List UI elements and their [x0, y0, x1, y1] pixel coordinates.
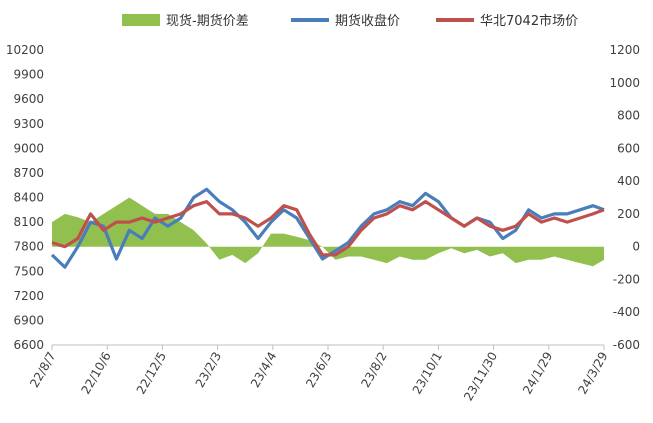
right-tick-label: -600: [613, 338, 640, 352]
x-tick-label: 24/3/29: [575, 350, 610, 397]
legend-label: 期货收盘价: [335, 13, 400, 29]
left-tick-label: 9900: [13, 68, 44, 82]
market-price-line: [51, 200, 605, 257]
legend-item: 现货-期货价差: [122, 13, 249, 29]
right-tick-label: 400: [617, 174, 640, 188]
left-tick-label: 6900: [13, 313, 44, 327]
right-tick-label: -400: [613, 305, 640, 319]
left-tick-label: 10200: [6, 43, 44, 57]
legend: 现货-期货价差 期货收盘价 华北7042市场价: [122, 13, 578, 29]
left-tick-label: 8700: [13, 166, 44, 180]
legend-swatch: [122, 14, 160, 26]
left-tick-label: 7500: [13, 264, 44, 278]
legend-label: 华北7042市场价: [480, 13, 578, 29]
x-tick-label: 23/6/3: [303, 350, 334, 390]
left-tick-label: 8100: [13, 215, 44, 229]
right-tick-label: 600: [617, 141, 640, 155]
spread-area-layer: [51, 197, 605, 267]
x-tick-label: 24/1/29: [520, 350, 555, 397]
x-axis: 22/8/7 22/10/6 22/12/5 23/2/3 23/4/4 23/6/3 23…: [27, 344, 611, 403]
left-tick-label: 7800: [13, 240, 44, 254]
left-axis-ticks: 10200 9900 9600 9300 9000 8700 8400 8100 7800 750…: [6, 43, 44, 352]
legend-label: 现货-期货价差: [166, 13, 249, 29]
right-tick-label: 1200: [609, 43, 640, 57]
left-tick-label: 9300: [13, 117, 44, 131]
left-tick-label: 8400: [13, 191, 44, 205]
left-tick-label: 9000: [13, 141, 44, 155]
left-tick-label: 9600: [13, 92, 44, 106]
legend-item: 华北7042市场价: [436, 13, 578, 29]
x-tick-label: 23/11/30: [461, 349, 500, 403]
legend-item: 期货收盘价: [291, 13, 400, 29]
right-tick-label: 1000: [609, 76, 640, 90]
left-tick-label: 6600: [13, 338, 44, 352]
x-tick-label: 22/12/5: [134, 350, 169, 397]
right-tick-label: 0: [632, 240, 640, 254]
x-tick-label: 23/2/3: [193, 350, 224, 390]
x-tick-label: 23/4/4: [248, 350, 279, 390]
x-tick-label: 22/10/6: [79, 350, 114, 397]
left-tick-label: 7200: [13, 289, 44, 303]
right-tick-label: 200: [617, 207, 640, 221]
x-tick-label: 23/10/1: [410, 350, 445, 397]
spread-area: [52, 197, 604, 267]
right-tick-label: -200: [613, 272, 640, 286]
right-tick-label: 800: [617, 109, 640, 123]
price-lines-layer: [50, 187, 605, 269]
x-tick-label: 23/8/2: [358, 350, 389, 390]
right-axis-ticks: 1200 1000 800 600 400 200 0 -200 -400 -600: [609, 43, 640, 352]
x-tick-label: 22/8/7: [27, 350, 58, 390]
